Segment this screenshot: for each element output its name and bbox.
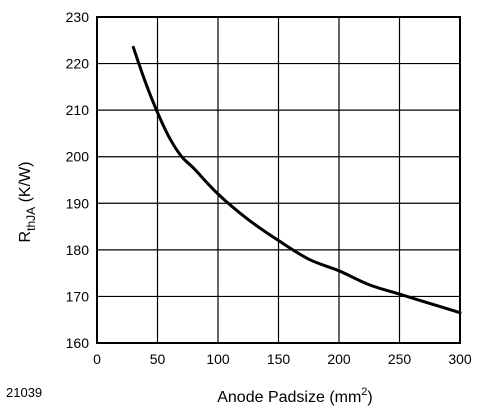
y-tick-label: 180: [66, 242, 90, 258]
x-axis-label: Anode Padsize (mm2): [217, 386, 373, 406]
plot-frame: [96, 16, 461, 344]
tick-labels: 0 50 100 150 200 250 300 160 170 180 190 200 210 220 2…: [66, 9, 472, 367]
y-axis-label-sub: thJA: [24, 207, 38, 231]
y-tick-label: 160: [66, 335, 90, 351]
grid-lines: [96, 16, 461, 344]
x-axis-label-tail: ): [367, 389, 372, 406]
x-tick-label: 250: [388, 351, 412, 367]
y-tick-label: 230: [66, 9, 90, 25]
y-tick-label: 220: [66, 56, 90, 72]
x-tick-label: 100: [206, 351, 230, 367]
y-axis-label-tail: (K/W): [17, 162, 34, 207]
x-axis-label-main: Anode Padsize (mm: [217, 389, 361, 406]
x-tick-label: 0: [93, 351, 101, 367]
x-tick-label: 300: [448, 351, 472, 367]
x-tick-label: 200: [327, 351, 351, 367]
figure-id: 21039: [6, 385, 42, 400]
y-tick-label: 200: [66, 149, 90, 165]
y-axis-label-main: R: [17, 231, 34, 243]
x-axis-label-sup: 2: [361, 386, 367, 398]
series-line: [131, 45, 462, 315]
x-tick-label: 150: [267, 351, 291, 367]
x-tick-label: 50: [150, 351, 166, 367]
y-tick-label: 210: [66, 102, 90, 118]
y-tick-label: 170: [66, 288, 90, 304]
y-tick-label: 190: [66, 195, 90, 211]
y-axis-label: RthJA (K/W): [17, 162, 38, 243]
